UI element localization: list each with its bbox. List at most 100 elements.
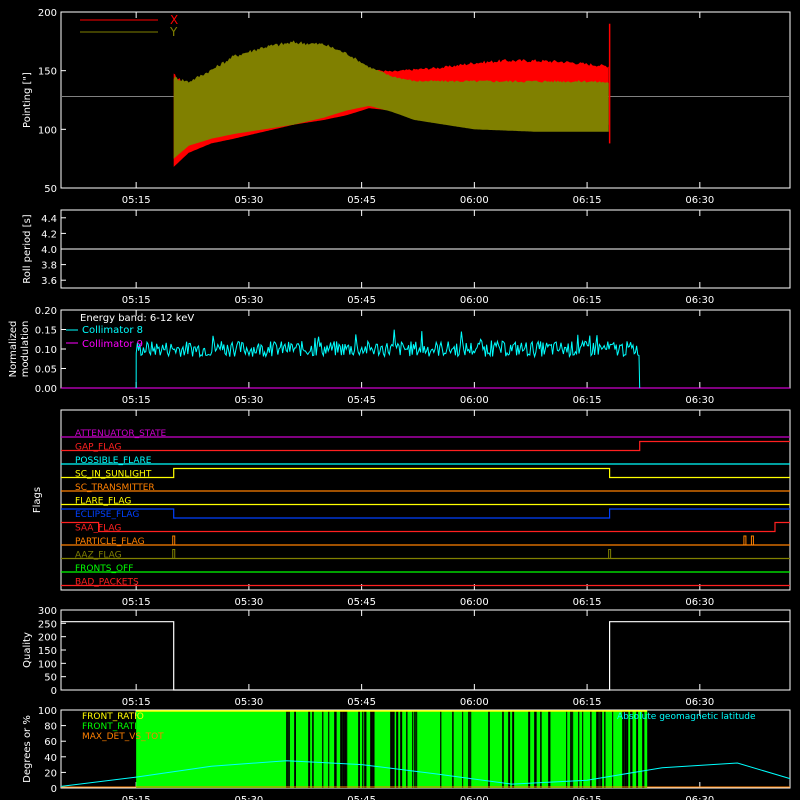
flag-label-possible_flare: POSSIBLE_FLARE [75,456,152,466]
y-tick-label-0-2: 150 [38,67,57,78]
x-tick-label-5-4: 06:15 [573,795,602,800]
front-ratio-gap [470,711,472,788]
front-ratio-gap [582,711,584,788]
front-ratio-gap [566,711,568,788]
legend-label-y: Y [169,25,178,39]
legend-max-det-vs-tot: MAX_DET_VS_TOT [82,732,164,742]
front-ratio-gap [322,711,324,788]
front-ratio-gap [508,711,511,788]
y-axis-label-2b: modulation [20,321,31,378]
front-ratio-gap [288,711,290,788]
x-tick-label-1-1: 05:30 [234,295,263,306]
quality-line [61,621,790,691]
front-ratio-gap [468,711,470,788]
y-tick-label-4-4: 200 [38,633,57,644]
front-ratio-gap [596,711,599,788]
flag-label-saa_flag: SAA_FLAG [75,524,121,534]
front-ratio-gap [362,711,364,788]
front-ratio-gap [312,711,314,788]
x-tick-label-3-4: 06:15 [573,597,602,608]
flag-spike-aaz_flag-0 [172,549,176,559]
y-tick-label-5-2: 40 [44,753,57,764]
y-tick-label-5-5: 100 [38,706,57,717]
x-tick-label-0-0: 05:15 [122,195,151,206]
y-tick-label-4-5: 250 [38,619,57,630]
x-tick-label-4-5: 06:30 [685,697,714,708]
front-ratio-gap [512,711,515,788]
flag-label-sc_in_sunlight: SC_IN_SUNLIGHT [75,470,152,480]
flag-label-eclipse_flag: ECLIPSE_FLAG [75,510,139,520]
legend-label-x: X [170,13,178,27]
flag-line-eclipse_flag [61,508,790,519]
legend-front-ratio-25: FRONT_RATIO_>25 [82,722,167,732]
x-tick-label-3-0: 05:15 [122,597,151,608]
front-ratio-gap [598,711,600,788]
y-tick-label-2-1: 0.05 [35,365,57,376]
y-tick-label-4-0: 0 [51,686,57,697]
y-tick-label-5-3: 60 [44,737,57,748]
x-tick-label-4-2: 05:45 [347,697,376,708]
front-ratio-gap [328,711,330,788]
x-tick-label-1-0: 05:15 [122,295,151,306]
front-ratio-gap [416,711,418,788]
y-tick-label-1-3: 4.2 [41,229,57,240]
x-tick-label-1-5: 06:30 [685,295,714,306]
y-tick-label-5-0: 0 [51,784,57,795]
front-ratio-gap [342,711,345,788]
y-axis-label-5: Degrees or % [22,715,33,783]
flag-spike-particle_flag-2 [750,535,754,545]
front-ratio-gap [630,711,633,788]
front-ratio-gap [392,711,395,788]
y-tick-label-2-4: 0.20 [35,306,57,317]
front-ratio-gap [412,711,414,788]
front-ratio-gap [540,711,542,788]
flag-line-saa_flag [61,521,790,533]
front-ratio-gap [390,711,393,788]
front-ratio-gap [570,711,572,788]
x-tick-label-2-1: 05:30 [234,395,263,406]
y-tick-label-0-0: 50 [44,184,57,195]
front-ratio-gap [396,711,399,788]
y-tick-label-0-3: 200 [38,8,57,19]
latitude-annotation: Absolute geomagnetic latitude [617,712,756,722]
x-tick-label-0-3: 06:00 [460,195,489,206]
front-ratio-gap [624,711,627,788]
front-ratio-gap [340,711,343,788]
front-ratio-gap [534,711,537,788]
y-tick-label-1-0: 3.6 [41,276,57,287]
latitude-curve [60,760,791,787]
front-ratio-gap [642,711,645,788]
front-ratio-gap [414,711,416,788]
y-tick-label-4-2: 100 [38,659,57,670]
legend-label-collimator-8: Collimator 8 [82,325,143,336]
front-ratio-gap [548,711,551,788]
front-ratio-gap [612,711,614,788]
y-tick-label-4-3: 150 [38,646,57,657]
x-tick-label-5-1: 05:30 [234,795,263,800]
panel-frame-0 [60,11,791,189]
front-ratio-gap [604,711,606,788]
y-tick-label-5-1: 20 [44,768,57,779]
x-tick-label-2-0: 05:15 [122,395,151,406]
front-ratio-gap [334,711,337,788]
x-tick-label-1-3: 06:00 [460,295,489,306]
flag-label-flare_flag: FLARE_FLAG [75,497,131,507]
flag-label-attenuator_state: ATTENUATOR_STATE [75,429,167,439]
flag-label-sc_transmitter: SC_TRANSMITTER [75,483,155,493]
y-axis-label-0: Pointing ["] [22,72,33,128]
flag-spike-particle_flag-0 [172,535,176,545]
x-tick-label-2-4: 06:15 [573,395,602,406]
front-ratio-gap [308,711,311,788]
front-ratio-gap [502,711,504,788]
y-axis-label-4: Quality [22,632,33,668]
y-tick-label-1-1: 3.8 [41,261,57,272]
flag-spike-aaz_flag-1 [608,549,612,559]
flag-label-fronts_off: FRONTS_OFF [75,564,133,574]
x-tick-label-4-3: 06:00 [460,697,489,708]
front-ratio-gap [528,711,531,788]
front-ratio-gap [622,711,625,788]
x-tick-label-4-1: 05:30 [234,697,263,708]
front-ratio-gap [294,711,296,788]
flag-line-sc_in_sunlight [61,467,790,479]
x-tick-label-0-5: 06:30 [685,195,714,206]
